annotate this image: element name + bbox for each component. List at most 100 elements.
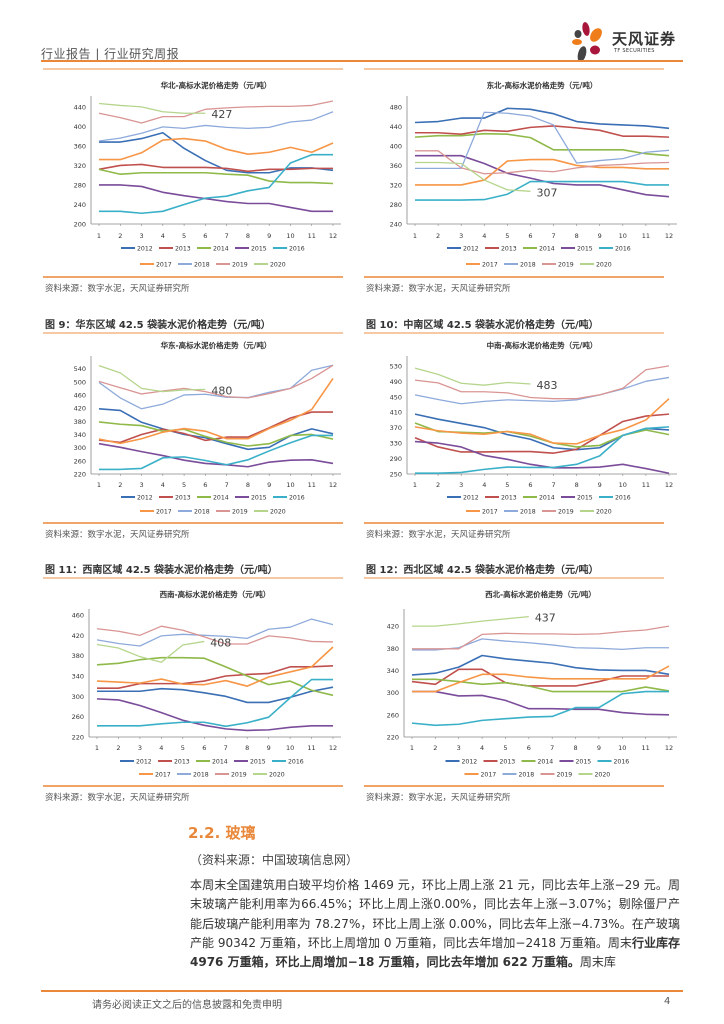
company-logo: 天风证券 TF SECURITIES xyxy=(570,20,700,65)
panel-title-rule xyxy=(43,332,343,334)
series-line-2013 xyxy=(98,163,333,173)
x-tick-label: 11 xyxy=(308,481,316,489)
y-tick-label: 280 xyxy=(74,181,86,189)
x-tick-label: 9 xyxy=(267,232,271,240)
chart-title: 东北-高标水泥价格走势（元/吨） xyxy=(487,80,598,90)
legend-label-2016: 2016 xyxy=(288,759,304,766)
annotation-latest-value: 483 xyxy=(536,379,557,392)
source-divider xyxy=(364,522,664,524)
y-tick-label: 240 xyxy=(390,221,402,229)
y-tick-label: 420 xyxy=(72,632,84,640)
chart-title: 西南-高标水泥价格走势（元/吨） xyxy=(160,589,271,599)
legend-label-2020: 2020 xyxy=(270,262,286,269)
series-line-2015 xyxy=(99,184,333,213)
x-tick-label: 11 xyxy=(642,232,650,240)
x-tick-label: 12 xyxy=(665,232,673,240)
x-tick-label: 5 xyxy=(182,232,186,240)
series-line-2016 xyxy=(99,434,333,471)
legend-label-2014: 2014 xyxy=(213,246,229,253)
page-number: 4 xyxy=(664,996,671,1007)
y-tick-label: 480 xyxy=(390,103,402,111)
y-tick-label: 260 xyxy=(72,713,84,721)
x-tick-label: 3 xyxy=(459,481,463,489)
y-tick-label: 330 xyxy=(390,440,402,448)
x-tick-label: 11 xyxy=(308,232,316,240)
legend-label-2019: 2019 xyxy=(232,509,248,516)
x-tick-label: 7 xyxy=(225,481,229,489)
x-tick-label: 2 xyxy=(116,744,120,752)
x-tick-label: 7 xyxy=(551,232,555,240)
legend-label-2018: 2018 xyxy=(193,772,209,779)
glass-market-paragraph: 本周末全国建筑用白玻平均价格 1469 元，环比上周上涨 21 元，同比去年上涨… xyxy=(190,876,680,972)
x-tick-label: 2 xyxy=(433,744,437,752)
x-tick-label: 9 xyxy=(597,744,601,752)
legend-label-2013: 2013 xyxy=(500,759,516,766)
disclaimer-link[interactable]: 请务必阅读正文之后的信息披露和免责申明 xyxy=(92,1000,282,1011)
legend-label-2016: 2016 xyxy=(615,495,631,502)
series-line-2018 xyxy=(96,618,334,647)
panel-title-rule xyxy=(43,577,343,579)
series-line-2014 xyxy=(98,168,334,185)
legend-label-2017: 2017 xyxy=(482,509,498,516)
x-tick-label: 4 xyxy=(480,744,484,752)
legend-label-2017: 2017 xyxy=(482,262,498,269)
series-line-2019 xyxy=(98,100,334,124)
x-tick-label: 10 xyxy=(619,232,627,240)
series-line-2018 xyxy=(412,638,669,651)
y-tick-label: 340 xyxy=(74,431,86,439)
y-tick-label: 340 xyxy=(72,673,84,681)
series-line-2017 xyxy=(415,158,669,186)
series-line-2020 xyxy=(414,367,531,386)
x-tick-label: 12 xyxy=(329,744,337,752)
x-tick-label: 9 xyxy=(267,744,271,752)
y-tick-label: 450 xyxy=(390,393,402,401)
series-line-2013 xyxy=(411,668,669,687)
y-tick-label: 240 xyxy=(74,201,86,209)
source-divider xyxy=(43,276,343,278)
series-line-2017 xyxy=(99,137,334,161)
x-tick-label: 6 xyxy=(203,232,207,240)
chart-source: 资料来源：数字水泥，天风证券研究所 xyxy=(366,793,511,803)
x-tick-label: 2 xyxy=(118,481,122,489)
y-tick-label: 410 xyxy=(390,409,402,417)
legend-label-2012: 2012 xyxy=(463,246,479,253)
x-tick-label: 4 xyxy=(482,481,486,489)
legend-label-2016: 2016 xyxy=(614,759,630,766)
y-tick-label: 260 xyxy=(74,457,86,465)
legend-label-2012: 2012 xyxy=(136,759,152,766)
legend-label-2019: 2019 xyxy=(558,509,574,516)
x-tick-label: 6 xyxy=(528,481,532,489)
chart-title: 中南-高标水泥价格走势（元/吨） xyxy=(487,340,598,350)
series-line-2017 xyxy=(96,646,334,687)
legend-label-2019: 2019 xyxy=(231,772,247,779)
series-line-2012 xyxy=(98,407,334,451)
x-tick-label: 4 xyxy=(482,232,486,240)
y-tick-label: 360 xyxy=(390,162,402,170)
x-tick-label: 5 xyxy=(505,232,509,240)
series-line-2012 xyxy=(414,107,670,130)
legend-label-2019: 2019 xyxy=(558,262,574,269)
x-tick-label: 5 xyxy=(503,744,507,752)
series-line-2019 xyxy=(414,365,670,400)
y-tick-label: 220 xyxy=(72,734,84,742)
legend-label-2017: 2017 xyxy=(156,509,172,516)
legend-label-2014: 2014 xyxy=(539,495,555,502)
y-tick-label: 280 xyxy=(390,201,402,209)
y-tick-label: 300 xyxy=(72,693,84,701)
y-tick-label: 290 xyxy=(390,455,402,463)
footer-divider xyxy=(41,990,683,992)
x-tick-label: 5 xyxy=(181,744,185,752)
series-line-2017 xyxy=(414,398,670,445)
y-tick-label: 220 xyxy=(387,734,399,742)
x-tick-label: 12 xyxy=(665,744,673,752)
logo-english-name: TF SECURITIES xyxy=(614,48,655,54)
x-tick-label: 5 xyxy=(505,481,509,489)
line-chart-central-south-china: 中南-高标水泥价格走势（元/吨）250290330370410450490530… xyxy=(390,340,677,516)
legend-label-2016: 2016 xyxy=(289,246,305,253)
x-tick-label: 7 xyxy=(225,232,229,240)
series-line-2019 xyxy=(415,150,670,175)
y-tick-label: 220 xyxy=(74,471,86,479)
source-divider xyxy=(43,785,343,787)
y-tick-label: 380 xyxy=(72,652,84,660)
